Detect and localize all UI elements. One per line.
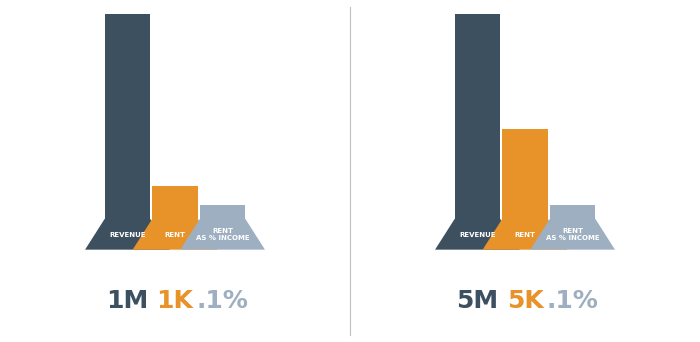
Bar (105, 14, 150, 219)
Text: 1K: 1K (157, 289, 193, 313)
Polygon shape (85, 219, 169, 250)
Bar (503, 129, 547, 219)
Text: RENT
AS % INCOME: RENT AS % INCOME (196, 228, 249, 241)
Polygon shape (531, 219, 615, 250)
Polygon shape (133, 219, 217, 250)
Text: RENT: RENT (514, 232, 536, 238)
Polygon shape (483, 219, 567, 250)
Text: RENT: RENT (164, 232, 186, 238)
Bar (200, 205, 245, 219)
Polygon shape (435, 219, 519, 250)
Text: 5K: 5K (507, 289, 543, 313)
Text: REVENUE: REVENUE (109, 232, 146, 238)
Text: 1M: 1M (106, 289, 148, 313)
Text: .1%: .1% (547, 289, 598, 313)
Bar (153, 186, 197, 219)
Text: .1%: .1% (197, 289, 248, 313)
Text: REVENUE: REVENUE (459, 232, 496, 238)
Bar (550, 205, 595, 219)
Text: 5M: 5M (456, 289, 498, 313)
Bar (455, 14, 500, 219)
Polygon shape (180, 219, 265, 250)
Text: RENT
AS % INCOME: RENT AS % INCOME (546, 228, 599, 241)
